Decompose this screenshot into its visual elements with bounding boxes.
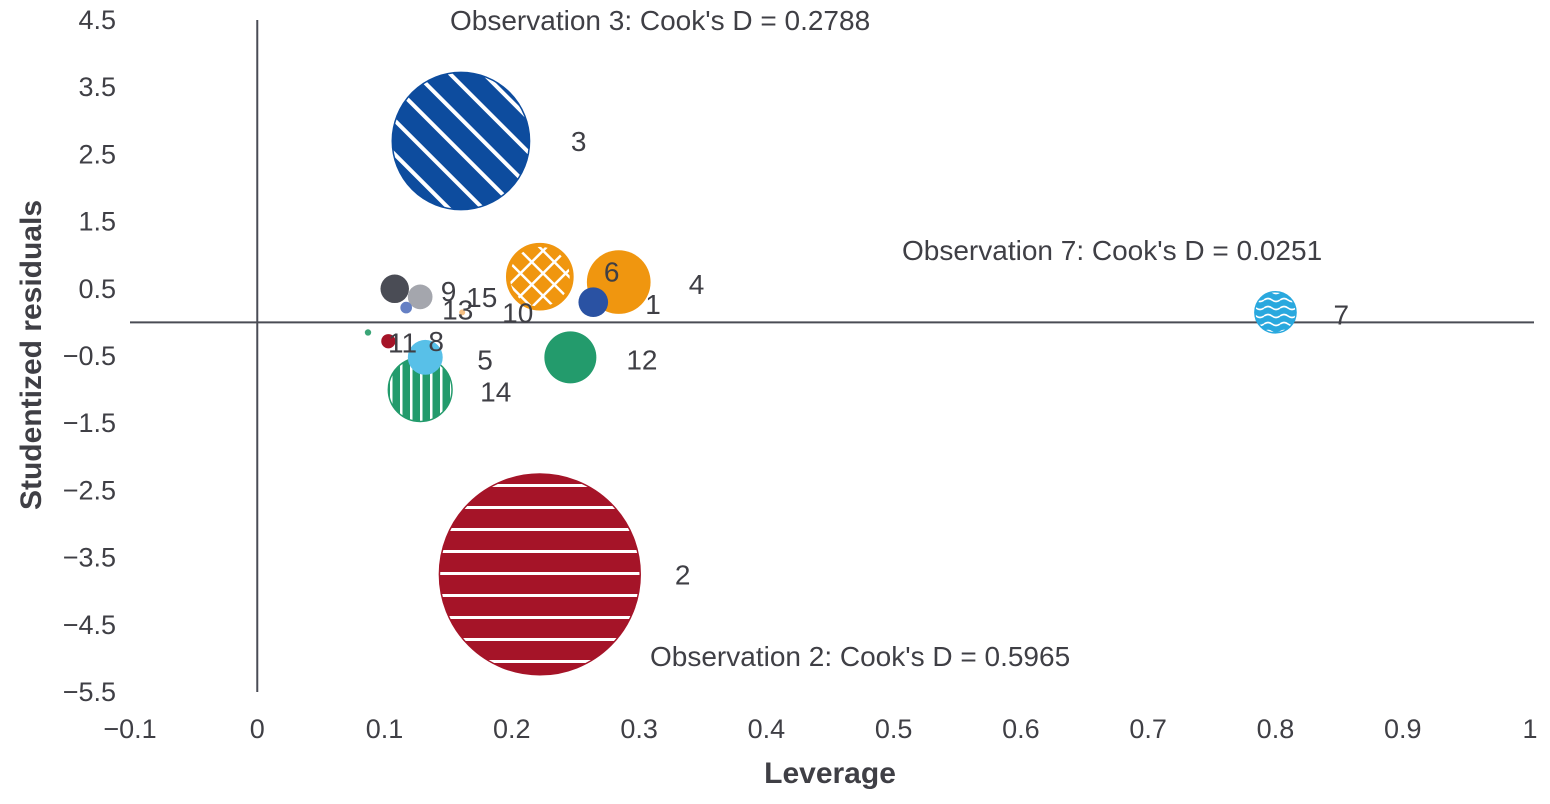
y-tick-label: −3.5 [63, 543, 116, 573]
x-axis-title: Leverage [764, 757, 896, 790]
point-label-13: 13 [442, 295, 473, 326]
point-label-5: 5 [477, 344, 493, 375]
x-tick-label: 0.4 [748, 714, 786, 744]
y-tick-label: 3.5 [78, 72, 116, 102]
x-tick-label: 0.3 [620, 714, 658, 744]
point-label-10: 10 [502, 297, 533, 328]
point-label-1: 1 [645, 289, 661, 320]
y-tick-label: −5.5 [63, 677, 116, 707]
y-tick-label: −0.5 [63, 341, 116, 371]
y-tick-label: −2.5 [63, 475, 116, 505]
y-tick-label: 0.5 [78, 274, 116, 304]
annotation-observation-3: Observation 3: Cook's D = 0.2788 [450, 5, 870, 36]
point-label-14: 14 [480, 377, 511, 408]
bubble-observation-10 [459, 309, 466, 316]
point-label-3: 3 [571, 126, 587, 157]
x-tick-label: 0.9 [1384, 714, 1422, 744]
point-label-7: 7 [1333, 299, 1349, 330]
bubble-observation-12 [544, 331, 597, 384]
bubble-observation-2 [438, 473, 641, 676]
y-tick-label: 1.5 [78, 207, 116, 237]
y-tick-label: −4.5 [63, 610, 116, 640]
x-tick-label: −0.1 [103, 714, 156, 744]
point-label-9: 9 [441, 276, 457, 307]
point-label-12: 12 [626, 344, 657, 375]
annotation-observation-2: Observation 2: Cook's D = 0.5965 [650, 641, 1070, 672]
point-label-15: 15 [466, 282, 497, 313]
bubble-observation-7 [1254, 290, 1297, 334]
x-tick-label: 0.2 [493, 714, 531, 744]
point-label-2: 2 [675, 559, 691, 590]
bubble-observation-9 [380, 274, 409, 304]
point-label-8: 8 [428, 326, 444, 357]
bubble-observation-15 [407, 284, 433, 310]
x-tick-label: 0.5 [875, 714, 913, 744]
bubble-observation-11 [364, 329, 372, 336]
x-tick-label: 0.1 [366, 714, 404, 744]
x-tick-label: 1 [1522, 714, 1537, 744]
x-tick-label: 0.6 [1002, 714, 1040, 744]
y-tick-label: 2.5 [78, 139, 116, 169]
point-label-6: 6 [604, 257, 620, 288]
annotation-observation-7: Observation 7: Cook's D = 0.0251 [902, 235, 1322, 266]
x-tick-label: 0 [250, 714, 265, 744]
bubble-observation-1 [578, 287, 609, 318]
bubble-observation-6 [505, 242, 574, 311]
y-tick-label: −1.5 [63, 408, 116, 438]
point-label-4: 4 [689, 269, 705, 300]
bubble-observation-13 [400, 301, 412, 314]
bubble-observation-8 [381, 334, 396, 349]
bubble-observation-5 [407, 339, 443, 375]
x-tick-label: 0.7 [1129, 714, 1167, 744]
x-tick-label: 0.8 [1257, 714, 1295, 744]
y-tick-label: 4.5 [78, 5, 116, 35]
point-label-11: 11 [388, 327, 417, 358]
y-axis-title: Studentized residuals [15, 200, 48, 510]
bubble-observation-3 [391, 71, 531, 211]
